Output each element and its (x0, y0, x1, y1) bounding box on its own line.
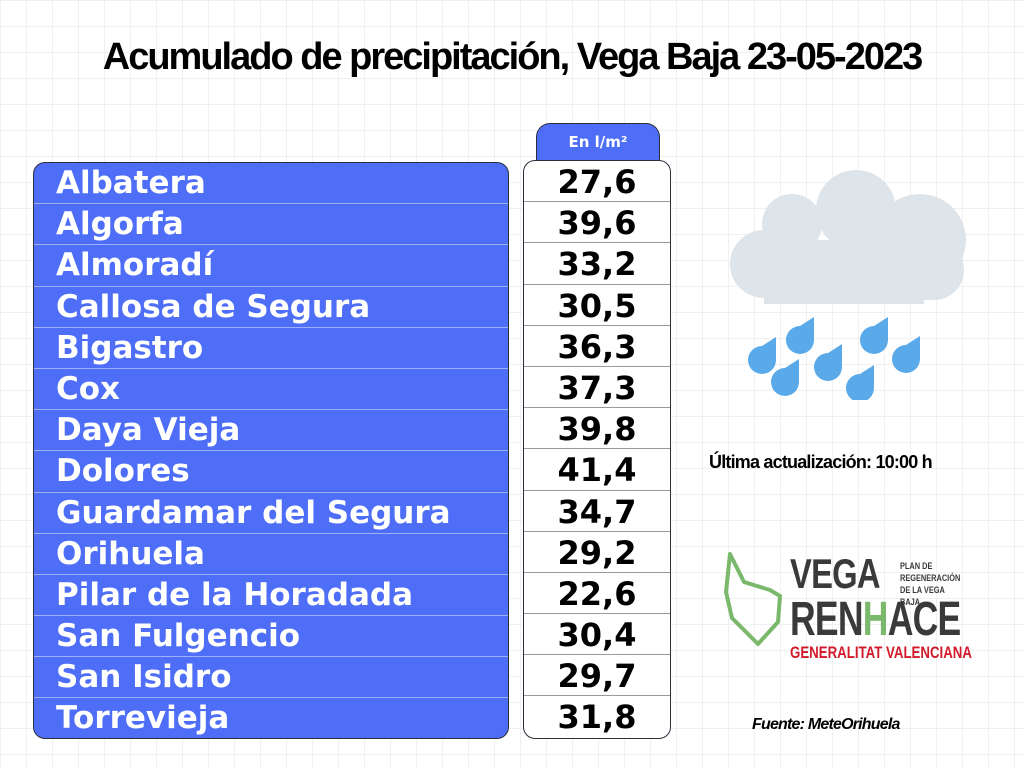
precipitation-value: 22,6 (524, 573, 670, 615)
municipality-name: Orihuela (34, 534, 508, 575)
unit-header: En l/m² (536, 123, 660, 163)
vega-renhace-logo: VEGA PLAN DE REGENERACIÓN DE LA VEGA BAJ… (722, 548, 972, 666)
precipitation-value: 30,4 (524, 614, 670, 656)
last-update-text: Última actualización: 10:00 h (709, 452, 933, 472)
precipitation-value: 29,7 (524, 655, 670, 697)
municipality-name: Dolores (34, 451, 508, 493)
precipitation-value: 39,8 (524, 408, 670, 450)
precipitation-value: 29,2 (524, 532, 670, 573)
municipality-name: Almoradí (34, 245, 508, 287)
municipality-name: San Fulgencio (34, 616, 508, 658)
vega-baja-outline-icon (724, 552, 782, 646)
municipality-name: Guardamar del Segura (34, 493, 508, 534)
municipality-name: Albatera (34, 163, 508, 205)
logo-ace: ACE (887, 593, 962, 646)
precipitation-value: 33,2 (524, 243, 670, 285)
precipitation-value: 30,5 (524, 285, 670, 326)
municipality-name: Algorfa (34, 204, 508, 246)
precipitation-value: 37,3 (524, 367, 670, 409)
logo-plan-text: PLAN DE REGENERACIÓN DE LA VEGA BAJA (900, 560, 966, 608)
municipality-column: Albatera Algorfa Almoradí Callosa de Seg… (33, 162, 509, 739)
logo-plan-line-2: DE LA VEGA BAJA (900, 585, 945, 607)
precipitation-value: 27,6 (524, 161, 670, 203)
precipitation-value: 34,7 (524, 491, 670, 532)
logo-h: H (862, 593, 889, 646)
municipality-name: Bigastro (34, 328, 508, 369)
municipality-name: Callosa de Segura (34, 287, 508, 328)
logo-generalitat-text: GENERALITAT VALENCIANA (790, 643, 972, 662)
precipitation-value: 31,8 (557, 698, 637, 737)
logo-renhace-text: RENHACE (790, 592, 962, 647)
precipitation-value: 41,4 (524, 449, 670, 491)
logo-vega-text: VEGA (790, 550, 881, 597)
municipality-name: Daya Vieja (34, 410, 508, 452)
logo-ren: REN (790, 593, 864, 646)
raindrops-icon (748, 317, 920, 400)
cloud-icon (730, 170, 966, 304)
source-credit: Fuente: MeteOrihuela (752, 716, 900, 733)
municipality-name: San Isidro (34, 657, 508, 699)
precipitation-column: 27,6 39,6 33,2 30,5 36,3 37,3 39,8 41,4 … (523, 160, 671, 739)
logo-plan-line-1: PLAN DE REGENERACIÓN (900, 561, 961, 583)
municipality-name: Torrevieja (56, 700, 230, 737)
page-title: Acumulado de precipitación, Vega Baja 23… (102, 36, 923, 78)
precipitation-value: 39,6 (524, 202, 670, 244)
municipality-name: Pilar de la Horadada (34, 575, 508, 617)
rain-cloud-icon (730, 170, 966, 400)
precipitation-value: 36,3 (524, 326, 670, 367)
municipality-name: Cox (34, 369, 508, 411)
